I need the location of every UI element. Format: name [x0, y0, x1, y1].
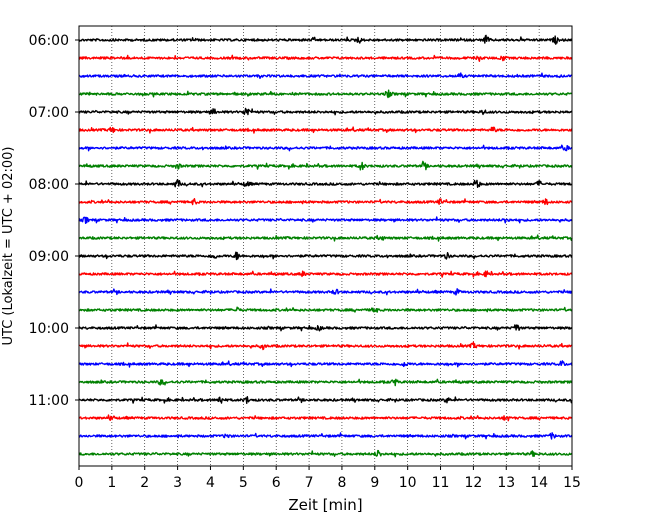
- x-tick-label: 10: [399, 475, 417, 491]
- x-tick-label: 2: [140, 475, 149, 491]
- plot-frame: [78, 25, 573, 467]
- trace-0630: [78, 72, 573, 80]
- trace-1100: [78, 396, 573, 404]
- y-tick-label: 09:00: [29, 249, 69, 265]
- x-tick-label: 7: [305, 475, 314, 491]
- trace-1130: [78, 432, 573, 440]
- x-tick-label: 0: [75, 475, 84, 491]
- trace-0800: [78, 178, 573, 189]
- y-tick-label: 10:00: [29, 321, 69, 337]
- x-tick-label: 3: [173, 475, 182, 491]
- x-tick-label: 1: [107, 475, 116, 491]
- x-tick-label: 13: [497, 475, 515, 491]
- trace-1015: [78, 341, 573, 351]
- trace-1000: [78, 324, 573, 332]
- trace-0915: [78, 270, 573, 278]
- trace-1045: [78, 378, 573, 387]
- trace-0845: [78, 234, 573, 242]
- x-tick-label: 11: [432, 475, 450, 491]
- grid-lines: [111, 26, 540, 466]
- x-axis-label: Zeit [min]: [288, 496, 362, 514]
- trace-0645: [78, 89, 573, 99]
- x-tick-label: 9: [370, 475, 379, 491]
- y-tick-label: 11:00: [29, 393, 69, 409]
- x-axis-ticks: 0 1 2 3 4 5 6 7 8 9 10 11 12 13 14 15: [75, 466, 581, 491]
- x-tick-label: 4: [206, 475, 215, 491]
- trace-1115: [78, 414, 573, 422]
- trace-group: [78, 34, 573, 458]
- trace-0745: [78, 160, 573, 171]
- y-tick-label: 08:00: [29, 177, 69, 193]
- trace-0600: [78, 34, 573, 45]
- trace-0945: [78, 306, 573, 313]
- trace-1030: [78, 360, 573, 368]
- trace-0900: [78, 251, 573, 261]
- trace-0730: [78, 144, 573, 152]
- trace-0930: [78, 288, 573, 296]
- y-tick-label: 06:00: [29, 33, 69, 49]
- x-tick-label: 15: [563, 475, 581, 491]
- trace-0815: [78, 198, 573, 206]
- x-tick-label: 14: [530, 475, 548, 491]
- y-axis-ticks: 06:00 07:00 08:00 09:00 10:00 11:00: [29, 33, 79, 409]
- y-axis-label: UTC (Lokalzeit = UTC + 02:00): [1, 147, 16, 346]
- x-tick-label: 12: [464, 475, 482, 491]
- x-tick-label: 8: [337, 475, 346, 491]
- trace-0615: [78, 54, 573, 62]
- y-tick-label: 07:00: [29, 105, 69, 121]
- trace-1145: [78, 449, 573, 458]
- x-tick-label: 6: [272, 475, 281, 491]
- trace-0700: [78, 107, 573, 116]
- trace-0715: [78, 126, 573, 134]
- x-tick-label: 5: [239, 475, 248, 491]
- trace-0830: [78, 216, 573, 225]
